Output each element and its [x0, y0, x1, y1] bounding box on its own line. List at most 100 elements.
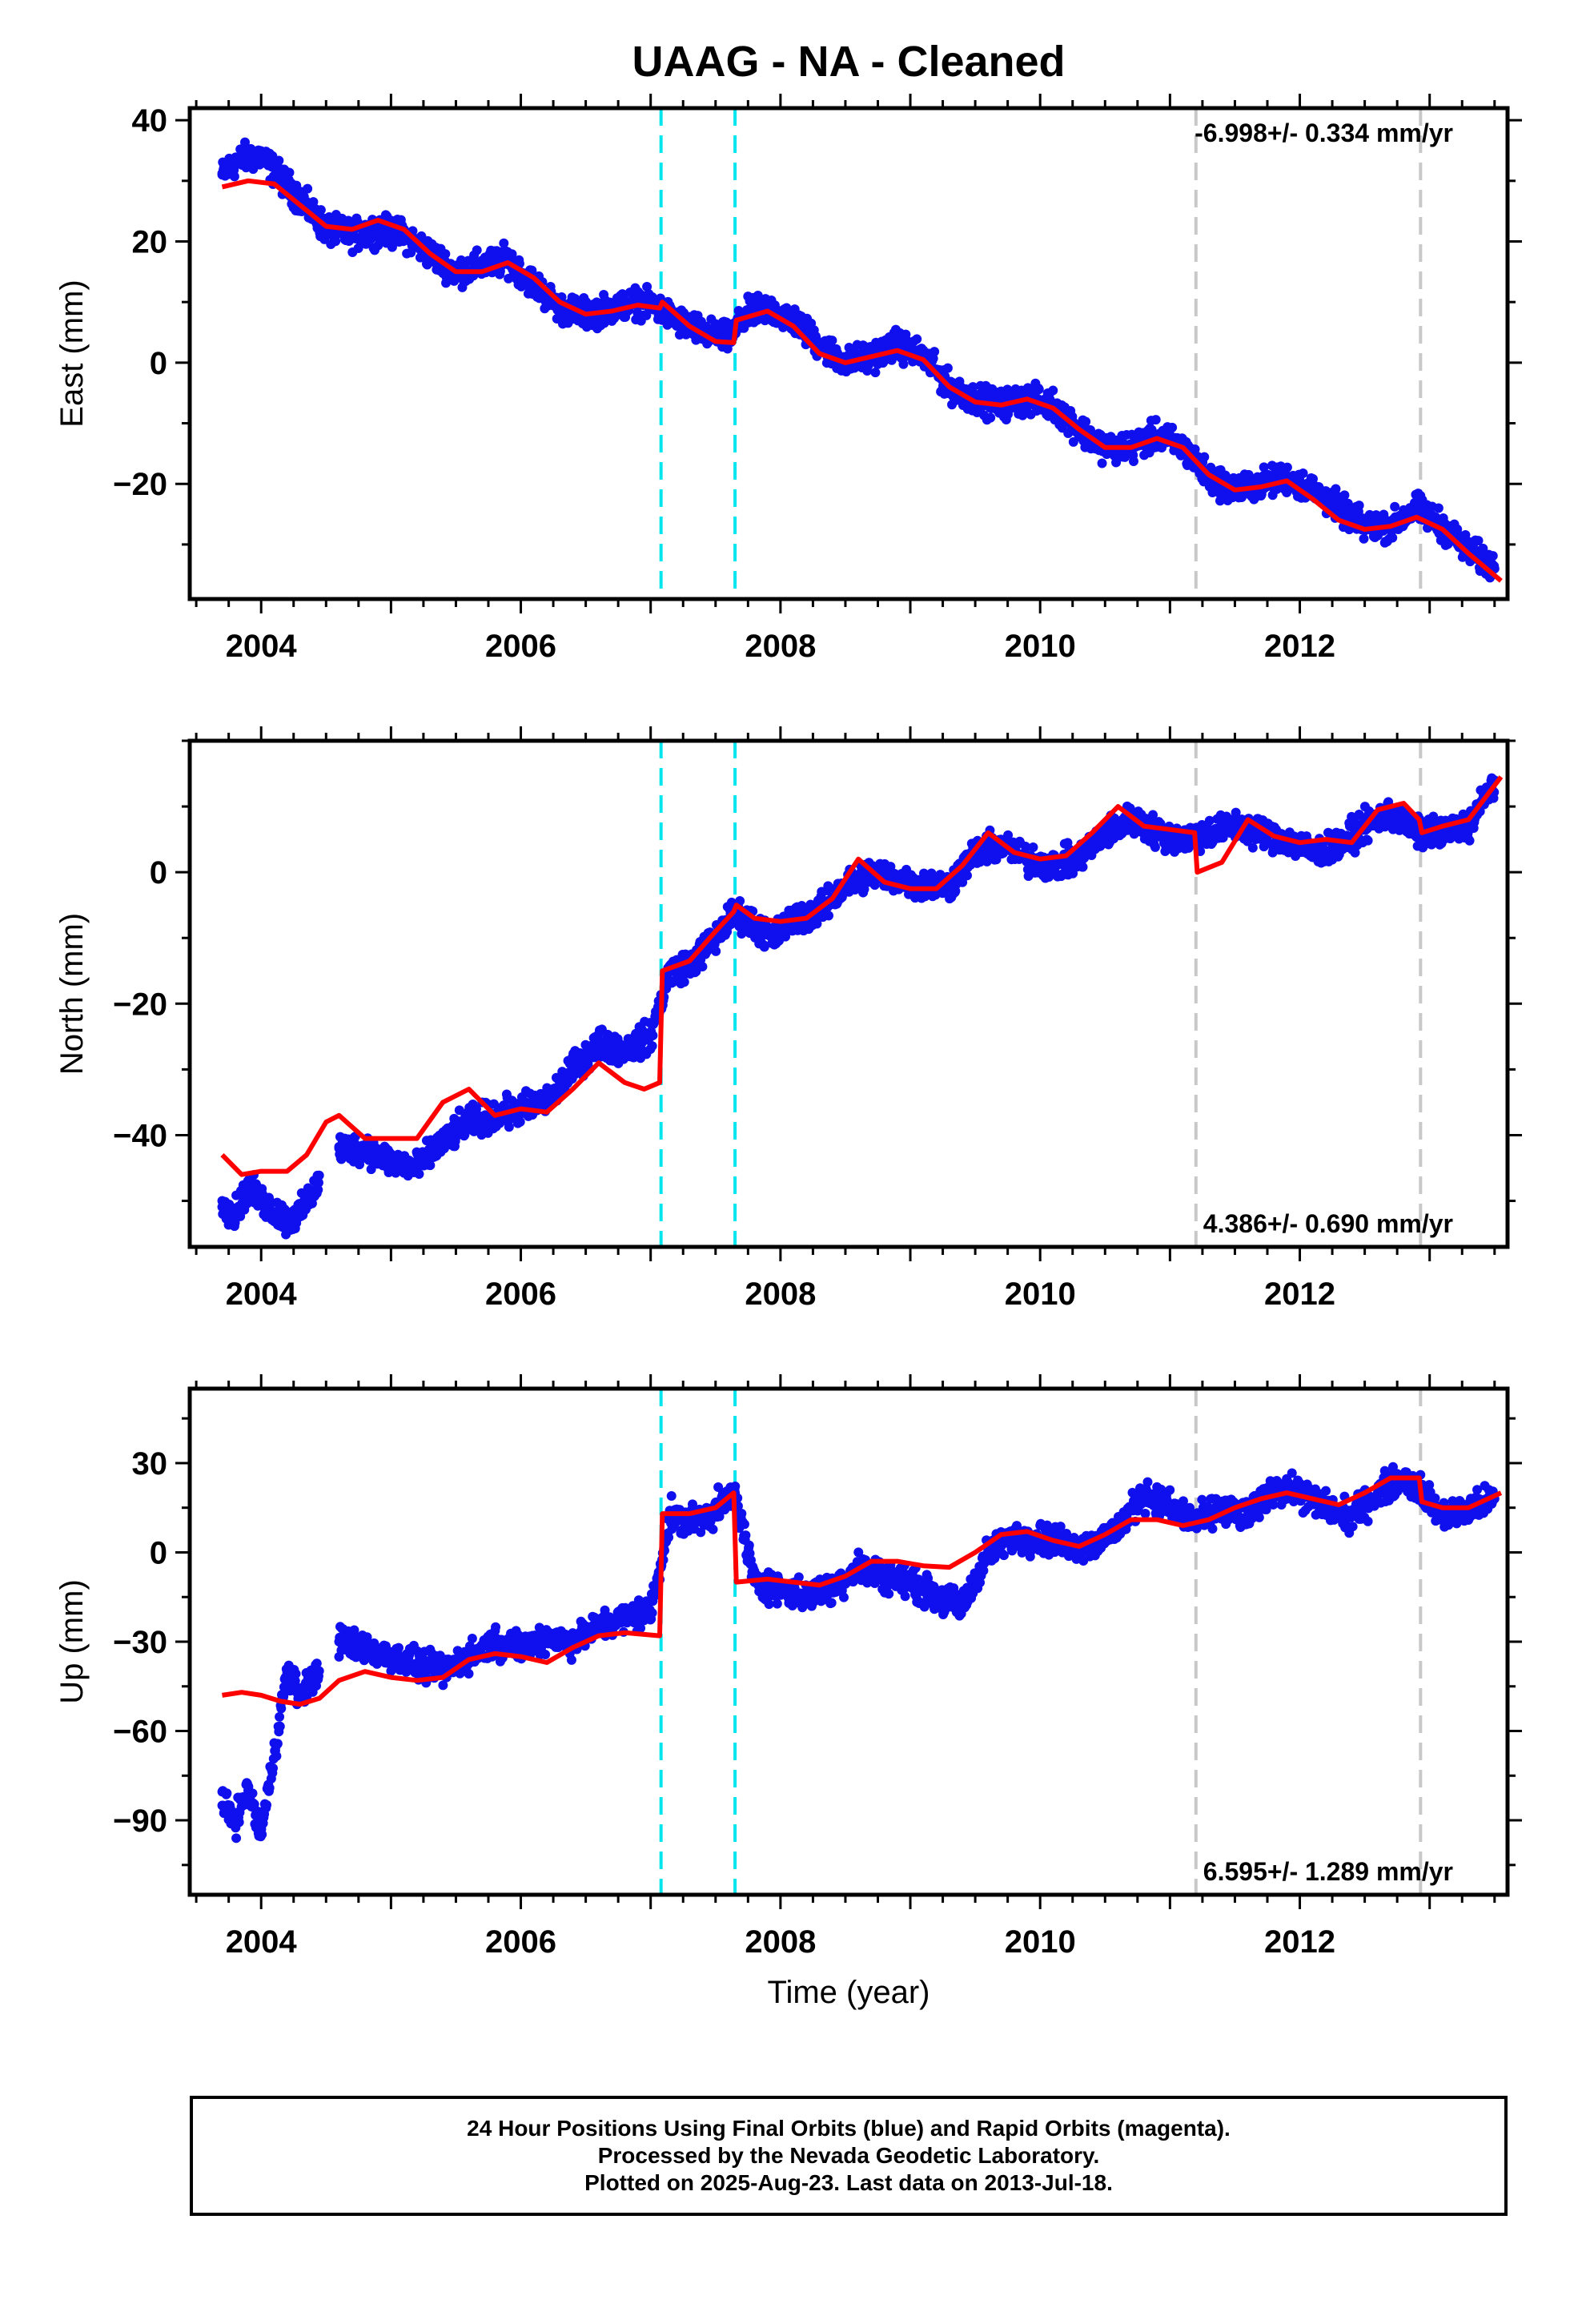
up-data-cloud-point [234, 1817, 244, 1827]
north-y-tick-label: −20 [113, 987, 167, 1022]
east-data-cloud-point [1081, 416, 1091, 427]
north-data-cloud-point [471, 1104, 481, 1114]
east-data-cloud-point [1354, 501, 1364, 511]
east-y-tick-label: −20 [113, 467, 167, 502]
east-data-cloud-point [1307, 473, 1318, 484]
north-data-cloud-point [314, 1170, 324, 1180]
north-data-cloud-point [1418, 842, 1428, 853]
east-data-cloud-point [1390, 501, 1400, 512]
north-data-cloud-point [504, 1122, 514, 1132]
north-x-tick-label: 2010 [1005, 1277, 1076, 1312]
north-data-cloud-point [313, 1177, 323, 1188]
north-data-cloud-point [859, 884, 869, 895]
east-data-cloud-point [1167, 422, 1178, 432]
chart-title: UAAG - NA - Cleaned [632, 38, 1065, 86]
north-data-cloud-point [648, 1031, 658, 1041]
up-data-cloud-point [262, 1799, 272, 1810]
up-data-cloud-point [271, 1751, 282, 1761]
up-data-cloud-point [264, 1783, 275, 1793]
up-data-cloud-point [276, 1703, 287, 1714]
north-data-cloud-point [242, 1198, 252, 1208]
east-y-tick-label: 0 [150, 346, 167, 381]
north-data-cloud-point [711, 946, 721, 956]
east-data-cloud-point [1199, 452, 1210, 462]
up-data-cloud-point [272, 1739, 283, 1749]
east-y-tick-label: 20 [132, 224, 168, 259]
east-data-cloud-point [440, 249, 451, 259]
east-x-tick-label: 2010 [1005, 629, 1076, 664]
east-y-axis-label: East (mm) [54, 279, 90, 427]
east-data-cloud-point [1111, 457, 1122, 468]
east-data-cloud-point [1190, 444, 1200, 454]
east-data-cloud-point [912, 334, 922, 344]
north-data-cloud-point [759, 942, 769, 952]
east-data-cloud-point [1478, 543, 1488, 553]
east-data-cloud-point [1339, 490, 1350, 501]
east-data-cloud-point [1034, 384, 1044, 395]
up-data-cloud-point [311, 1659, 322, 1669]
north-x-tick-label: 2006 [485, 1277, 556, 1312]
up-data-cloud-point [275, 1711, 285, 1722]
north-y-tick-label: −40 [113, 1118, 167, 1153]
east-data-cloud-point [353, 243, 363, 253]
east-x-tick-label: 2004 [226, 629, 298, 664]
north-data-cloud-point [1148, 810, 1158, 820]
east-data-cloud-point [1048, 385, 1058, 396]
north-data-cloud-point [1204, 815, 1215, 826]
east-data-cloud-point [1259, 462, 1269, 472]
north-data-cloud-point [824, 911, 834, 921]
north-plot-frame [187, 738, 1510, 1249]
north-data-cloud-point [1078, 862, 1088, 872]
east-data-cloud-point [1452, 524, 1463, 534]
east-data-cloud-point [472, 245, 482, 255]
east-data-cloud-point [315, 205, 326, 215]
east-data-cloud-point [1331, 484, 1341, 494]
east-data-cloud-point [1488, 551, 1498, 561]
up-data-cloud-point [291, 1669, 301, 1679]
north-data-cloud-point [1247, 842, 1258, 853]
north-data-cloud-point [1428, 811, 1439, 822]
east-data-cloud-point [1387, 533, 1398, 543]
north-data-cloud-point [962, 870, 972, 881]
north-data-cloud-point [425, 1160, 436, 1171]
north-data-cloud-point [1218, 833, 1228, 843]
north-data-cloud-point [1464, 835, 1475, 846]
east-data-cloud-point [930, 347, 940, 357]
north-model-line [220, 775, 1504, 1177]
east-data-cloud-point [1128, 456, 1138, 467]
east-x-tick-label: 2012 [1264, 629, 1335, 664]
up-data-cloud-point [222, 1788, 232, 1799]
north-y-tick-label: 0 [150, 855, 167, 891]
east-data-cloud-point [1150, 415, 1161, 425]
north-data-cloud-point [1231, 807, 1241, 818]
up-data-cloud-point [257, 1829, 267, 1839]
north-y-axis-label: North (mm) [54, 913, 90, 1075]
north-data-cloud-point [1028, 842, 1038, 852]
east-model-line [221, 178, 1503, 583]
north-data-cloud-point [679, 977, 689, 987]
east-plot-frame [187, 106, 1510, 601]
east-data-cloud-point [1473, 536, 1484, 546]
up-data-cloud-point [231, 1833, 242, 1844]
east-data-cloud-point [229, 171, 239, 182]
east-data-cloud-point [1321, 486, 1331, 497]
east-data-cloud-point [284, 167, 295, 178]
east-data-cloud-point [898, 359, 909, 369]
north-data-cloud-point [515, 1116, 525, 1127]
east-data-cloud-point [303, 183, 313, 194]
east-rate-label: -6.998+/- 0.334 mm/yr [1195, 119, 1453, 147]
east-data-cloud-point [1489, 561, 1500, 571]
north-data-cloud-point [1150, 842, 1160, 852]
north-data-cloud-point [1350, 847, 1360, 858]
east-data-cloud-point [373, 240, 383, 251]
east-data-cloud-point [449, 275, 460, 286]
north-data-cloud-point [414, 1169, 424, 1180]
east-data-cloud-point [1097, 458, 1107, 468]
up-data-cloud-point [349, 1625, 359, 1635]
up-data-cloud-point [275, 1721, 285, 1731]
east-data-cloud-point [942, 363, 953, 373]
